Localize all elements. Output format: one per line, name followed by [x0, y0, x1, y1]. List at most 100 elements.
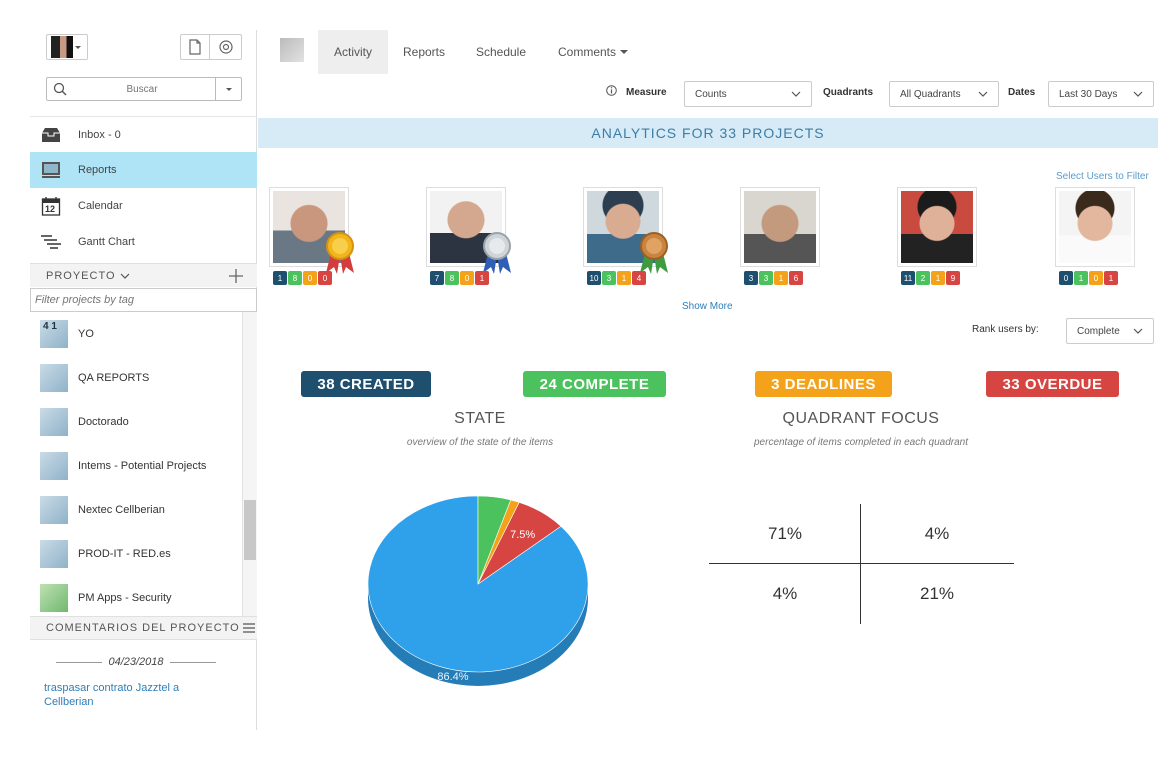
user-photo	[740, 187, 820, 267]
stat-created: 0	[1059, 271, 1073, 285]
search-icon	[53, 82, 67, 96]
user-card[interactable]: 11 2 1 9	[897, 187, 977, 287]
user-card[interactable]: 10 3 1 4	[583, 187, 668, 287]
project-item[interactable]: 4 1 YO	[30, 312, 242, 356]
project-name: QA REPORTS	[78, 372, 150, 384]
search-box[interactable]	[46, 77, 242, 101]
quadrants-select[interactable]: All Quadrants	[889, 81, 999, 107]
rank-users-select[interactable]: Complete	[1066, 318, 1154, 344]
project-filter-input[interactable]	[30, 288, 257, 312]
stat-deadlines: 0	[460, 271, 474, 285]
pie-slice-label: 7.5%	[510, 529, 535, 541]
sidebar-item-inbox[interactable]: Inbox - 0	[30, 116, 257, 152]
stat-deadlines: 1	[774, 271, 788, 285]
sidebar-item-label: Reports	[78, 164, 117, 176]
calendar-icon: 12	[40, 196, 62, 216]
document-icon	[189, 39, 201, 55]
project-name: Intems - Potential Projects	[78, 460, 207, 472]
project-name: Doctorado	[78, 416, 129, 428]
tab-activity[interactable]: Activity	[318, 30, 388, 74]
comment-text[interactable]: traspasar contrato Jazztel a Cellberian	[44, 682, 180, 708]
quadrant-value-top-right: 4%	[924, 524, 950, 543]
chevron-down-icon	[1133, 328, 1143, 334]
project-name: YO	[78, 328, 94, 340]
stat-overdue: 1	[475, 271, 489, 285]
sidebar-item-reports[interactable]: Reports	[30, 152, 257, 188]
sidebar: Inbox - 0 Reports 12 Calendar Gantt Char…	[30, 30, 257, 730]
caret-down-icon	[620, 50, 628, 54]
user-avatar-dropdown[interactable]	[46, 34, 88, 60]
stat-complete: 3	[602, 271, 616, 285]
chevron-down-icon	[120, 273, 129, 279]
project-item[interactable]: PM Apps - Security	[30, 576, 242, 616]
comment-date-row: 04/23/2018	[56, 656, 216, 668]
stat-complete: 3	[759, 271, 773, 285]
caret-down-icon	[225, 88, 232, 91]
quadrant-title: QUADRANT FOCUS	[782, 410, 940, 427]
tab-comments[interactable]: Comments	[548, 30, 638, 74]
scrollbar-thumb[interactable]	[244, 500, 256, 560]
projects-header-label: PROYECTO	[46, 269, 116, 282]
banner-title: ANALYTICS FOR 33 PROJECTS	[591, 125, 825, 141]
project-item[interactable]: PROD-IT - RED.es	[30, 532, 242, 576]
overdue-badge: 33 OVERDUE	[986, 371, 1119, 397]
sidebar-item-calendar[interactable]: 12 Calendar	[30, 188, 257, 224]
add-project-icon[interactable]	[229, 269, 243, 283]
deadlines-badge: 3 DEADLINES	[755, 371, 892, 397]
project-list-scrollbar[interactable]	[242, 312, 257, 616]
pie-slice[interactable]	[477, 495, 512, 585]
reports-icon	[40, 160, 62, 180]
project-thumb: 4 1	[40, 320, 68, 348]
quadrant-divider-horizontal	[709, 563, 1014, 564]
chevron-down-icon	[978, 91, 988, 97]
stat-complete: 8	[445, 271, 459, 285]
info-icon[interactable]	[606, 85, 617, 96]
measure-select[interactable]: Counts	[684, 81, 812, 107]
stat-complete: 1	[1074, 271, 1088, 285]
calendar-day: 12	[45, 204, 56, 214]
projects-header[interactable]: PROYECTO	[30, 263, 257, 287]
created-badge: 38 CREATED	[301, 371, 431, 397]
measure-label: Measure	[626, 87, 667, 98]
project-item[interactable]: QA REPORTS	[30, 356, 242, 400]
comments-header[interactable]: COMENTARIOS DEL PROYECTO	[30, 616, 257, 640]
user-photo	[897, 187, 977, 267]
settings-button[interactable]	[210, 34, 242, 60]
search-input[interactable]	[71, 80, 213, 98]
search-dropdown-button[interactable]	[215, 78, 241, 100]
tab-schedule[interactable]: Schedule	[475, 45, 527, 59]
project-thumb	[40, 452, 68, 480]
project-item[interactable]: Nextec Cellberian	[30, 488, 242, 532]
stat-deadlines: 0	[1089, 271, 1103, 285]
quadrant-value-bottom-right: 21%	[919, 584, 955, 603]
quadrants-label: Quadrants	[823, 87, 874, 98]
quadrant-subtitle: percentage of items completed in each qu…	[753, 437, 969, 448]
target-icon	[218, 40, 233, 54]
sidebar-item-label: Gantt Chart	[78, 236, 135, 248]
user-photo	[269, 187, 349, 267]
new-document-button[interactable]	[180, 34, 210, 60]
dates-label: Dates	[1008, 87, 1036, 98]
select-users-link[interactable]: Select Users to Filter	[1056, 171, 1149, 182]
tab-reports[interactable]: Reports	[402, 45, 446, 59]
sidebar-item-label: Calendar	[78, 200, 123, 212]
sidebar-item-gantt[interactable]: Gantt Chart	[30, 224, 257, 260]
stat-overdue: 9	[946, 271, 960, 285]
project-item[interactable]: Intems - Potential Projects	[30, 444, 242, 488]
stat-deadlines: 0	[303, 271, 317, 285]
dates-select[interactable]: Last 30 Days	[1048, 81, 1154, 107]
project-item[interactable]: Doctorado	[30, 400, 242, 444]
stat-created: 1	[273, 271, 287, 285]
stat-overdue: 0	[318, 271, 332, 285]
stat-overdue: 1	[1104, 271, 1118, 285]
user-photo	[1055, 187, 1135, 267]
analytics-banner: ANALYTICS FOR 33 PROJECTS	[258, 118, 1158, 148]
show-more-link[interactable]: Show More	[682, 301, 733, 312]
menu-icon[interactable]	[242, 623, 255, 633]
